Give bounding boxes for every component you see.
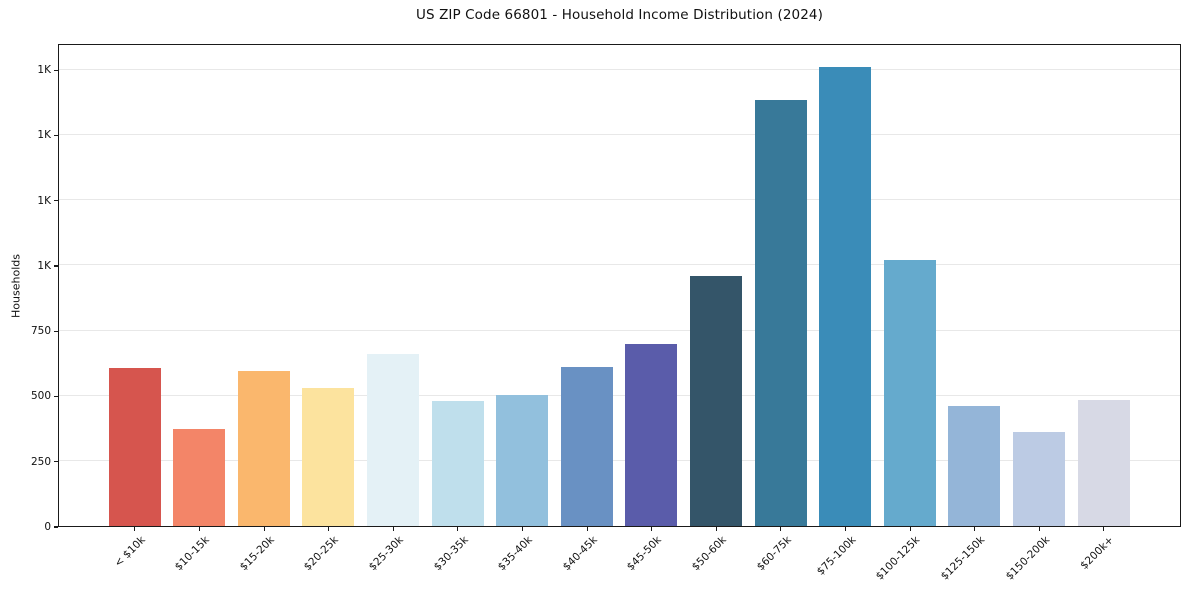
- bar-$25-30k: [366, 353, 419, 526]
- x-tick-label: $75-100k: [814, 534, 858, 578]
- gridline: [59, 329, 1180, 331]
- bar-$100-125k: [883, 259, 936, 526]
- y-tick-label: 750: [30, 325, 51, 338]
- gridline: [59, 199, 1180, 201]
- x-tick-label: $200k+: [1078, 534, 1117, 572]
- y-tick-mark: [54, 200, 58, 202]
- plot-area: [58, 44, 1181, 527]
- y-tick-label: 1K: [37, 259, 51, 272]
- x-tick-label: $20-25k: [302, 534, 342, 574]
- x-tick-mark: [844, 527, 847, 531]
- x-tick-label: $10-15k: [172, 534, 212, 574]
- y-tick-mark: [54, 134, 58, 136]
- y-tick-label: 250: [30, 455, 51, 468]
- x-tick-label: $150-200k: [1003, 534, 1052, 583]
- bar-$35-40k: [496, 394, 549, 526]
- gridline: [59, 133, 1180, 135]
- x-tick-mark: [586, 527, 588, 531]
- x-tick-mark: [1038, 527, 1040, 531]
- y-tick-label: 0: [44, 521, 51, 533]
- x-tick-mark: [715, 527, 717, 531]
- x-tick-mark: [263, 527, 265, 531]
- bar-$30-35k: [431, 400, 484, 526]
- y-tick-label: 1K: [37, 194, 51, 207]
- y-tick-mark: [54, 461, 58, 463]
- x-tick-label: $25-30k: [366, 534, 406, 574]
- x-tick-label: $50-60k: [689, 534, 729, 574]
- x-tick-mark: [780, 527, 782, 531]
- gridline: [59, 264, 1180, 266]
- bar-$60-75k: [754, 100, 807, 526]
- bar-$125-150k: [948, 405, 1001, 526]
- x-tick-label: $40-45k: [560, 534, 600, 574]
- x-tick-mark: [974, 527, 976, 531]
- chart-title: US ZIP Code 66801 - Household Income Dis…: [416, 7, 823, 23]
- bar-$50-60k: [689, 275, 742, 526]
- gridline: [59, 394, 1180, 396]
- gridline: [59, 460, 1180, 462]
- bar-$15-20k: [237, 370, 290, 526]
- x-tick-label: $45-50k: [625, 534, 665, 574]
- bar-$20-25k: [302, 387, 355, 526]
- bar-< $10k: [108, 368, 161, 526]
- y-tick-mark: [54, 330, 58, 332]
- x-tick-label: $30-35k: [431, 534, 471, 574]
- bar-$150-200k: [1012, 432, 1065, 526]
- x-tick-label: < $10k: [111, 534, 148, 570]
- x-tick-mark: [909, 527, 911, 531]
- bar-$75-100k: [819, 67, 872, 526]
- bar-$10-15k: [173, 429, 226, 526]
- gridline: [59, 68, 1180, 70]
- y-tick-mark: [54, 265, 58, 267]
- x-tick-mark: [392, 527, 394, 531]
- x-tick-label: $60-75k: [754, 534, 794, 574]
- y-tick-label: 500: [30, 390, 51, 403]
- bar-$200k+: [1077, 399, 1130, 526]
- x-tick-mark: [134, 527, 136, 531]
- x-tick-label: $35-40k: [495, 534, 535, 574]
- x-tick-mark: [651, 527, 653, 531]
- y-tick-mark: [54, 395, 58, 398]
- bar-$45-50k: [625, 343, 678, 526]
- x-tick-mark: [328, 527, 330, 531]
- x-tick-mark: [1103, 527, 1105, 531]
- y-tick-label: 1K: [37, 64, 51, 77]
- x-tick-label: $15-20k: [237, 534, 277, 574]
- x-tick-mark: [198, 527, 201, 531]
- x-tick-mark: [521, 527, 524, 531]
- x-tick-label: $100-125k: [874, 534, 923, 583]
- y-tick-label: 1K: [37, 129, 51, 142]
- bar-$40-45k: [560, 366, 613, 526]
- y-tick-mark: [54, 69, 58, 71]
- y-tick-mark: [54, 526, 58, 528]
- x-tick-mark: [457, 527, 459, 531]
- x-tick-label: $125-150k: [938, 534, 988, 583]
